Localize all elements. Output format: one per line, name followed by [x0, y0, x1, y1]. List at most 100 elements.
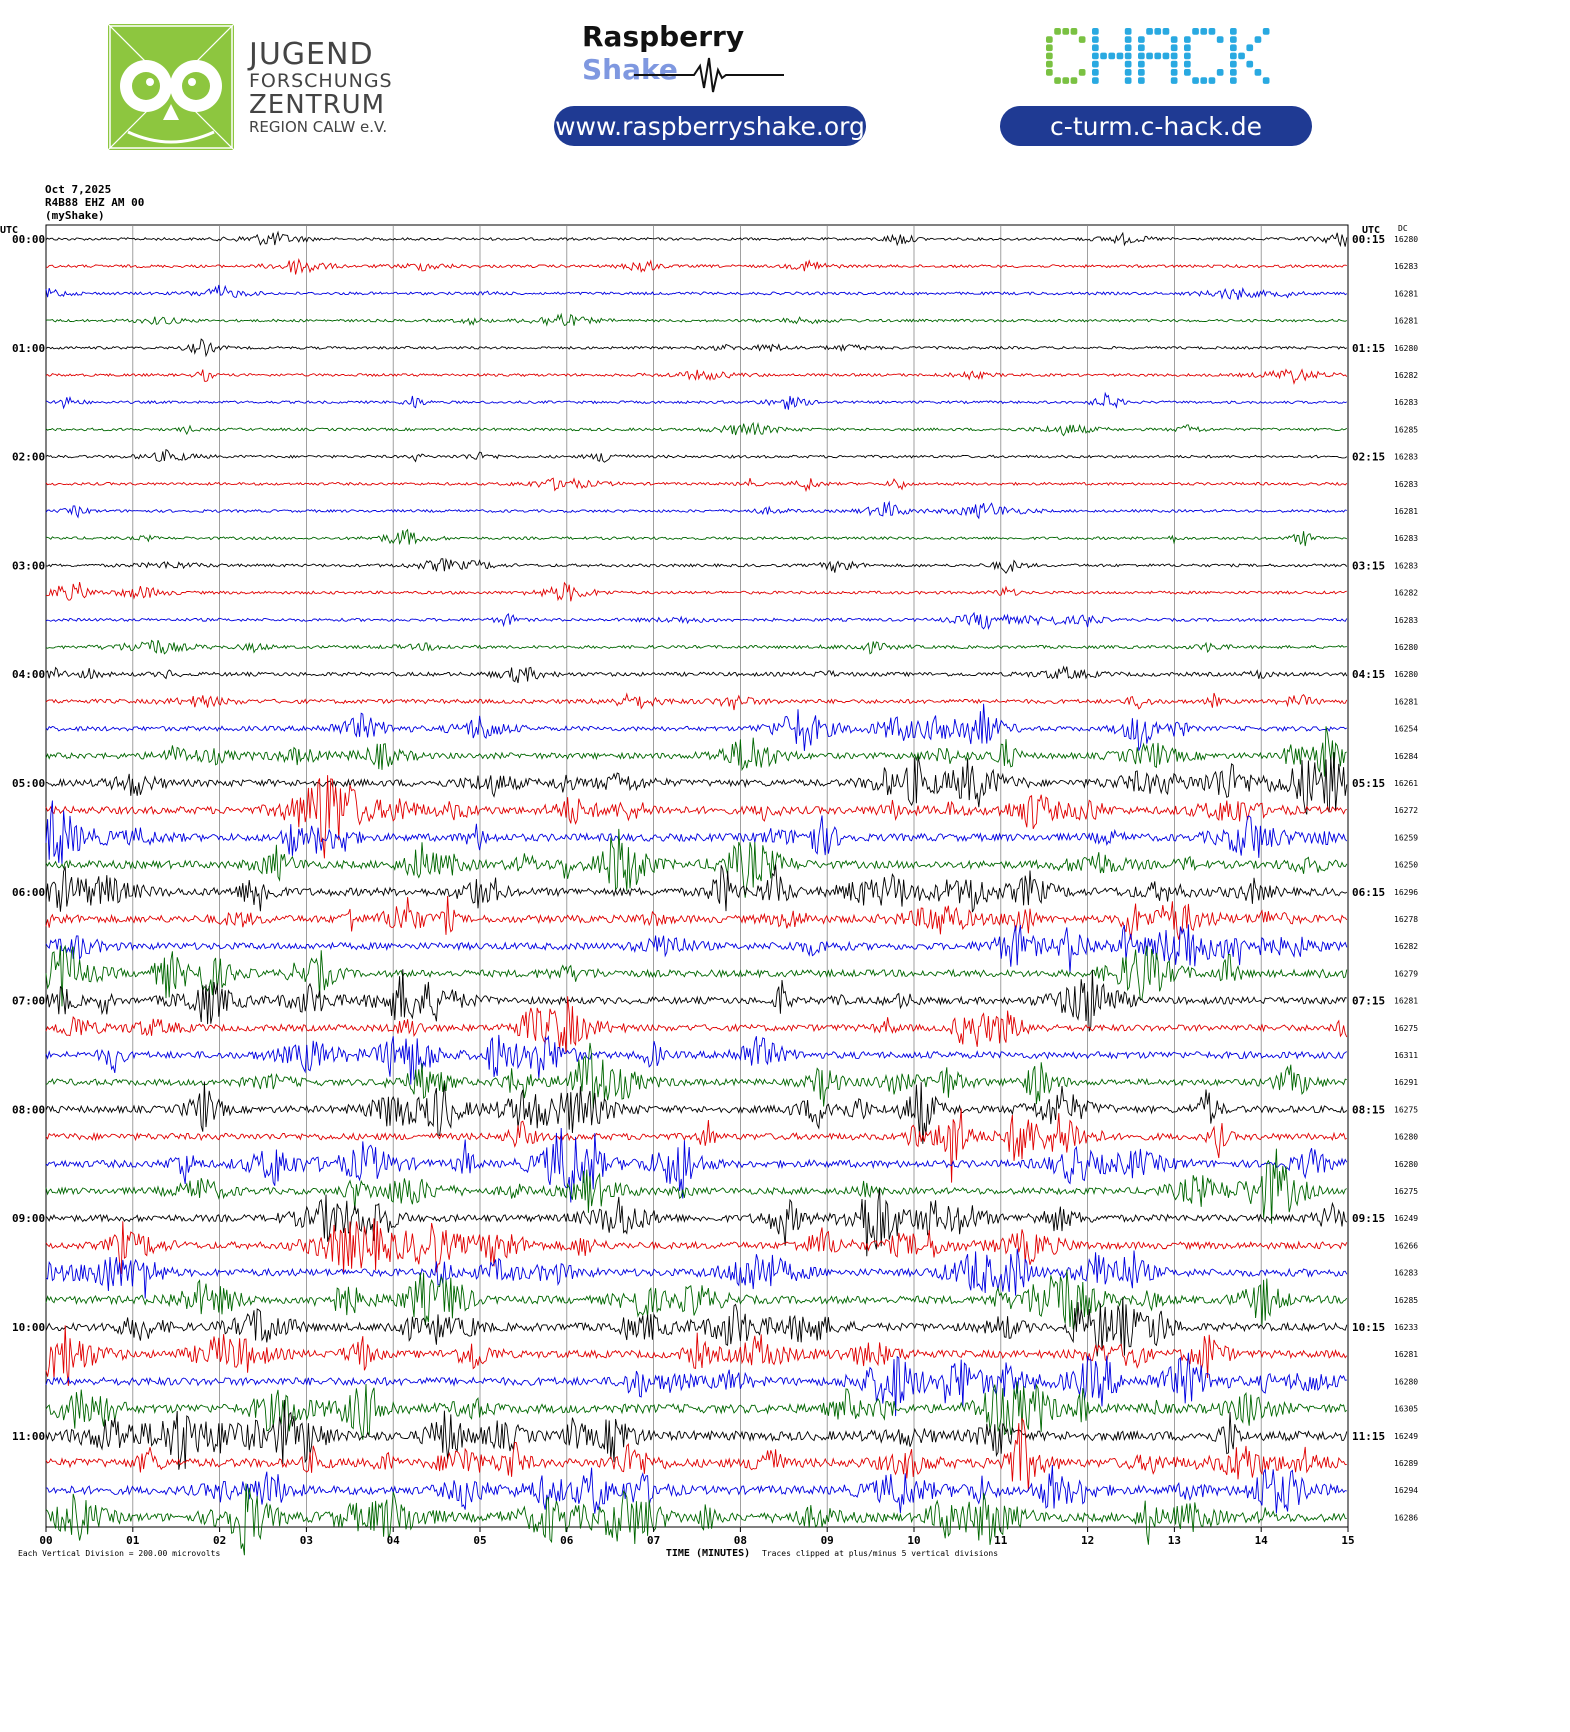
trace-line: [45, 1042, 1347, 1109]
trace-line: [45, 1417, 1347, 1491]
hour-label-right: 10:15: [1352, 1321, 1385, 1334]
trace-line: [45, 581, 1347, 602]
rs-url-link[interactable]: www.raspberryshake.org: [554, 106, 866, 146]
trace-line: [45, 1127, 1348, 1203]
jfz-line-1: JUGEND: [249, 37, 374, 72]
hour-label-left: 03:00: [12, 559, 45, 572]
jfz-line-3: ZENTRUM: [249, 90, 386, 120]
trace-line: [45, 924, 1348, 973]
dc-offset-label: 16272: [1394, 806, 1418, 815]
dc-offset-label: 16281: [1394, 317, 1418, 326]
hour-label-right: 05:15: [1352, 777, 1385, 790]
hour-label-left: 01:00: [12, 342, 45, 355]
dc-offset-label: 16281: [1394, 1350, 1418, 1359]
hour-label-left: 10:00: [12, 1321, 45, 1334]
dc-offset-label: 16283: [1394, 262, 1418, 271]
trace-line: [45, 312, 1348, 327]
x-tick-label: 15: [1341, 1534, 1354, 1547]
dc-offset-label: 16282: [1394, 371, 1418, 380]
hour-label-left: 02:00: [12, 451, 45, 464]
trace-line: [45, 703, 1348, 751]
x-tick-label: 04: [387, 1534, 401, 1547]
trace-line: [45, 692, 1348, 711]
trace-line: [45, 1248, 1348, 1299]
chack-url-link[interactable]: c-turm.c-hack.de: [1000, 106, 1312, 146]
rs-brand-2: Shake: [582, 53, 678, 86]
x-tick-label: 08: [734, 1534, 747, 1547]
dc-offset-label: 16284: [1394, 752, 1418, 761]
seismo-wave-icon: [634, 57, 784, 93]
trace-line: [45, 230, 1348, 248]
x-tick-label: 14: [1255, 1534, 1269, 1547]
dc-offset-label: 16281: [1394, 997, 1418, 1006]
dc-offset-label: 16261: [1394, 779, 1418, 788]
x-tick-label: 01: [126, 1534, 140, 1547]
trace-line: [45, 1399, 1348, 1470]
dc-offset-label: 16283: [1394, 398, 1418, 407]
hour-label-right: 06:15: [1352, 886, 1385, 899]
dc-offset-label: 16249: [1394, 1214, 1418, 1223]
trace-line: [45, 996, 1348, 1054]
trace-line: [45, 828, 1348, 898]
dc-offset-label: 16282: [1394, 589, 1418, 598]
dc-offset-label: 16281: [1394, 289, 1418, 298]
jfz-line-4: REGION CALW e.V.: [249, 118, 388, 136]
dc-offset-label: 16254: [1394, 725, 1418, 734]
x-tick-label: 12: [1081, 1534, 1094, 1547]
dc-offset-label: 16259: [1394, 833, 1418, 842]
jfz-logo: [107, 23, 235, 151]
hour-label-left: 00:00: [12, 233, 45, 246]
dc-offset-label: 16279: [1394, 969, 1418, 978]
trace-line: [45, 895, 1348, 940]
dc-offset-label: 16280: [1394, 1377, 1418, 1386]
raspberry-shake-logo: Raspberry Shake: [582, 20, 842, 100]
trace-line: [45, 258, 1347, 275]
hour-label-left: 07:00: [12, 995, 45, 1008]
trace-line: [45, 800, 1348, 865]
dc-offset-label: 16275: [1394, 1024, 1418, 1033]
dc-offset-label: 16291: [1394, 1078, 1418, 1087]
dc-offset-label: 16282: [1394, 942, 1418, 951]
trace-line: [45, 969, 1347, 1032]
hour-label-right: 01:15: [1352, 342, 1385, 355]
left-axis-label: UTC: [0, 225, 18, 236]
trace-line: [45, 1464, 1347, 1514]
trace-line: [45, 477, 1348, 493]
x-tick-label: 06: [560, 1534, 574, 1547]
chart-title: Oct 7,2025 R4B88 EHZ AM 00 (myShake): [45, 182, 144, 223]
footer-left-note: Each Vertical Division = 200.00 microvol…: [18, 1549, 220, 1558]
x-tick-label: 00: [39, 1534, 52, 1547]
trace-line: [45, 1325, 1348, 1386]
trace-line: [45, 864, 1348, 913]
dc-offset-label: 16283: [1394, 534, 1418, 543]
x-axis-label: TIME (MINUTES): [666, 1548, 750, 1559]
trace-line: [45, 944, 1348, 1007]
x-tick-label: 09: [821, 1534, 834, 1547]
x-tick-label: 10: [907, 1534, 920, 1547]
dc-offset-label: 16283: [1394, 1269, 1418, 1278]
x-tick-label: 05: [473, 1534, 486, 1547]
x-tick-label: 03: [300, 1534, 313, 1547]
trace-line: [45, 1108, 1347, 1183]
hour-label-right: 08:15: [1352, 1103, 1385, 1116]
dc-offset-label: 16266: [1394, 1241, 1418, 1250]
hour-label-right: 11:15: [1352, 1430, 1385, 1443]
dc-offset-label: 16275: [1394, 1105, 1418, 1114]
trace-line: [45, 557, 1348, 574]
dc-offset-label: 16294: [1394, 1486, 1418, 1495]
owl-icon: [107, 23, 235, 151]
trace-line: [45, 391, 1347, 410]
dc-offset-label: 16281: [1394, 697, 1418, 706]
trace-line: [45, 528, 1347, 547]
trace-line: [45, 1297, 1348, 1357]
chack-logo: [1046, 26, 1276, 86]
dc-offset-label: 16275: [1394, 1187, 1418, 1196]
hour-label-right: 09:15: [1352, 1212, 1385, 1225]
dc-offset-label: 16250: [1394, 861, 1418, 870]
trace-line: [45, 726, 1347, 777]
trace-line: [45, 368, 1348, 385]
trace-line: [45, 639, 1347, 655]
trace-line: [45, 1188, 1348, 1257]
hour-label-left: 09:00: [12, 1212, 45, 1225]
